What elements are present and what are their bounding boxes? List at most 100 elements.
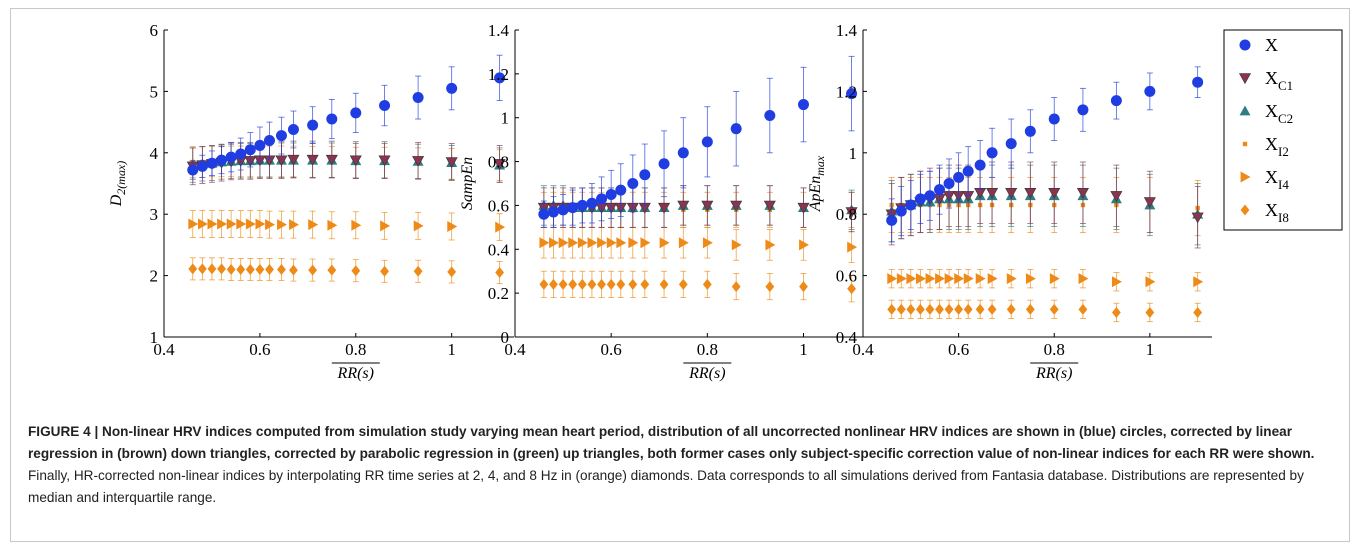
diamond-marker xyxy=(1025,303,1035,315)
right-triangle-marker xyxy=(197,218,208,230)
chart-panel-2: 0 0.2 0.4 0.6 0.8 1 1.2 1.4 0.4 0.6 0.8 1 RR(s) SampE… xyxy=(459,21,866,382)
square-marker xyxy=(1242,141,1248,147)
circle-marker xyxy=(586,197,598,209)
diamond-marker xyxy=(1145,306,1155,318)
circle-marker xyxy=(1048,113,1060,125)
legend-label-main: X xyxy=(1265,200,1278,220)
diamond-marker xyxy=(915,303,925,315)
circle-marker xyxy=(494,72,506,84)
series-x-i8 xyxy=(188,257,505,284)
right-triangle-marker xyxy=(188,218,199,230)
right-triangle-marker xyxy=(944,273,955,285)
diamond-marker xyxy=(380,265,389,277)
down-triangle-marker xyxy=(412,156,425,167)
right-triangle-marker xyxy=(616,237,627,249)
down-triangle-marker xyxy=(763,200,776,212)
legend-label-sub: C1 xyxy=(1278,78,1293,93)
x-tick-label: 0.6 xyxy=(948,340,969,359)
x-tick-label: 1 xyxy=(799,340,808,359)
y-tick-label: 1 xyxy=(849,144,858,163)
diamond-marker xyxy=(1111,306,1121,318)
legend-label-main: X xyxy=(1265,167,1278,187)
down-triangle-marker xyxy=(986,188,999,199)
diamond-marker xyxy=(265,263,274,275)
diamond-marker xyxy=(1006,303,1016,315)
diamond-marker xyxy=(277,263,286,275)
y-tick-label: 5 xyxy=(150,82,159,101)
circle-marker xyxy=(326,113,338,125)
circle-marker xyxy=(924,190,936,202)
circle-marker xyxy=(730,123,742,135)
legend-label-sub: C2 xyxy=(1278,111,1293,126)
diamond-marker xyxy=(539,278,549,290)
circle-marker xyxy=(235,148,247,160)
diamond-marker xyxy=(628,278,638,290)
right-triangle-marker xyxy=(351,219,362,231)
right-triangle-marker xyxy=(289,219,299,231)
y-tick-label: 1.2 xyxy=(836,82,857,101)
series-x-i4 xyxy=(887,269,1204,292)
right-triangle-marker xyxy=(327,219,338,231)
diamond-marker xyxy=(549,278,558,290)
circle-marker xyxy=(1110,95,1122,107)
diamond-marker xyxy=(954,303,964,315)
right-triangle-marker xyxy=(799,239,809,251)
down-triangle-marker xyxy=(1110,191,1123,202)
circle-marker xyxy=(639,169,651,181)
down-triangle-marker xyxy=(677,200,690,212)
diamond-marker xyxy=(245,263,255,275)
circle-marker xyxy=(943,178,955,189)
series-x-i4 xyxy=(539,226,858,263)
series-x-c2 xyxy=(886,164,1204,246)
y-axis-label: D2(max) xyxy=(108,161,128,208)
right-triangle-marker xyxy=(987,273,998,285)
legend-label-sub: I4 xyxy=(1278,177,1289,192)
circle-marker xyxy=(350,107,362,119)
right-triangle-marker xyxy=(935,273,945,285)
diamond-marker xyxy=(887,303,897,315)
legend-label-main: X xyxy=(1265,134,1278,154)
figure-frame xyxy=(10,8,1350,542)
right-triangle-marker xyxy=(255,218,266,230)
series-x-i8 xyxy=(887,299,1203,323)
y-tick-label: 4 xyxy=(150,144,159,163)
diamond-marker xyxy=(731,281,741,293)
y-tick-label: 1.4 xyxy=(488,21,510,40)
right-triangle-marker xyxy=(925,273,936,285)
x-tick-label: 1 xyxy=(447,340,456,359)
right-triangle-marker xyxy=(597,237,608,249)
circle-marker xyxy=(287,123,299,135)
down-triangle-marker xyxy=(1076,188,1089,199)
x-tick-label: 0.4 xyxy=(852,340,874,359)
right-triangle-marker xyxy=(236,218,247,230)
down-triangle-marker xyxy=(1143,197,1156,209)
y-axis-label-main: ApEn xyxy=(807,176,824,213)
down-triangle-marker xyxy=(1024,188,1037,199)
x-axis-label: RR(s) xyxy=(688,365,725,382)
right-triangle-marker xyxy=(447,220,458,232)
right-triangle-marker xyxy=(765,239,776,251)
right-triangle-marker xyxy=(245,218,256,230)
diamond-marker xyxy=(558,278,568,290)
down-triangle-marker xyxy=(325,154,338,166)
diamond-marker xyxy=(640,278,650,290)
circle-marker xyxy=(187,164,199,176)
diamond-marker xyxy=(495,267,505,279)
down-triangle-marker xyxy=(445,157,458,169)
diamond-marker xyxy=(799,281,808,293)
circle-marker xyxy=(1144,85,1156,97)
x-tick-label: 0.8 xyxy=(1044,340,1065,359)
circle-marker xyxy=(196,160,208,172)
caption-bold: FIGURE 4 | Non-linear HRV indices comput… xyxy=(28,424,1315,461)
diamond-marker xyxy=(847,283,856,295)
diamond-marker xyxy=(1049,303,1059,315)
circle-marker xyxy=(1239,39,1251,51)
y-tick-label: 0 xyxy=(501,328,510,347)
series-x xyxy=(886,66,1204,243)
circle-marker xyxy=(933,184,945,196)
legend-label: XI8 xyxy=(1265,200,1289,225)
series-x-i4 xyxy=(188,210,506,242)
x-tick-label: 1 xyxy=(1146,340,1155,359)
